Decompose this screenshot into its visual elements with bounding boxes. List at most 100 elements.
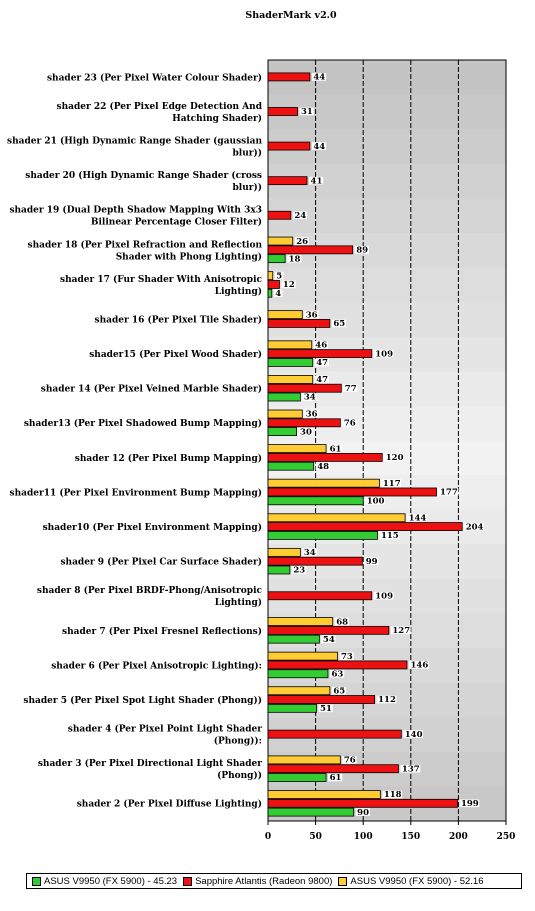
- bar: [267, 349, 373, 359]
- category-label: shader 17 (Fur Shader With Anisotropic Li…: [60, 274, 263, 297]
- legend-label: ASUS V9950 (FX 5900) - 45.23: [44, 875, 178, 887]
- data-label: 5: [276, 271, 282, 281]
- data-label-bg: [328, 444, 343, 453]
- data-label-bg: [381, 479, 402, 487]
- data-label: 44: [313, 142, 325, 152]
- plot-band: [268, 198, 506, 234]
- data-label: 36: [306, 310, 318, 320]
- bar: [267, 245, 354, 255]
- bar: [267, 72, 311, 82]
- x-tick-label: 150: [401, 832, 420, 842]
- bar: [267, 141, 311, 151]
- bars: [267, 72, 463, 817]
- category-label: shader 6 (Per Pixel Anisotropic Lighting…: [51, 660, 262, 671]
- data-label-bg: [287, 254, 302, 263]
- bar: [267, 319, 331, 328]
- bar: [267, 478, 380, 488]
- legend-label: ASUS V9950 (FX 5900) - 52.16: [350, 875, 484, 887]
- data-label: 47: [316, 358, 328, 368]
- data-label-bg: [299, 107, 314, 116]
- bar: [267, 452, 383, 462]
- data-label: 47: [316, 375, 328, 385]
- data-label-bg: [304, 410, 319, 418]
- bar: [267, 807, 355, 817]
- legend-item: ASUS V9950 (FX 5900) - 45.23: [32, 876, 177, 887]
- bar: [267, 383, 342, 393]
- category-label: shader 7 (Per Pixel Fresnel Reflections): [62, 626, 262, 637]
- plot-band: [268, 163, 506, 199]
- data-label-bg: [373, 349, 394, 358]
- data-label: 109: [375, 349, 393, 359]
- data-label: 99: [366, 557, 378, 567]
- bar: [267, 651, 338, 661]
- legend-swatch: [183, 876, 193, 886]
- data-label: 90: [357, 808, 369, 818]
- category-label: shader 4 (Per Pixel Point Light Shader (P…: [68, 724, 262, 747]
- data-label: 76: [344, 756, 356, 766]
- data-label: 44: [313, 73, 325, 83]
- data-label: 144: [409, 513, 427, 523]
- data-label-bg: [291, 566, 307, 574]
- bar: [267, 513, 406, 523]
- bar: [267, 798, 458, 808]
- x-axis: 0 50 100 150 200 250: [265, 821, 515, 842]
- bar: [267, 530, 378, 540]
- data-label: 68: [336, 617, 348, 627]
- data-label: 48: [317, 462, 329, 472]
- data-label-bg: [355, 808, 370, 816]
- data-label-bg: [309, 176, 324, 185]
- bar: [267, 358, 314, 367]
- category-label: shader11 (Per Pixel Environment Bump Map…: [10, 487, 263, 498]
- bar: [267, 764, 399, 774]
- data-label: 73: [341, 652, 353, 662]
- bar: [267, 340, 313, 350]
- bar: [267, 660, 408, 670]
- legend-label: Sapphire Atlantis (Radeon 9800): [195, 875, 333, 887]
- data-label: 30: [300, 427, 312, 437]
- data-label: 4: [275, 289, 281, 299]
- bar: [267, 427, 297, 437]
- data-label-bg: [311, 142, 327, 150]
- data-label-bg: [331, 686, 347, 695]
- data-label-bg: [400, 764, 421, 773]
- data-label-bg: [464, 522, 485, 531]
- data-label-bg: [315, 462, 330, 470]
- data-label: 117: [383, 479, 401, 489]
- data-label: 12: [283, 280, 295, 290]
- data-label: 77: [345, 384, 357, 394]
- data-label: 34: [304, 548, 316, 558]
- legend-item: Sapphire Atlantis (Radeon 9800): [183, 876, 332, 887]
- bar: [267, 695, 376, 704]
- data-label-bg: [329, 669, 345, 678]
- data-label-bg: [343, 384, 358, 393]
- data-label-bg: [314, 375, 329, 384]
- data-label-bg: [382, 790, 403, 799]
- bar: [267, 591, 373, 601]
- data-label: 46: [315, 341, 327, 351]
- data-label-bg: [292, 211, 308, 220]
- chart-title: ShaderMark v2.0: [245, 10, 337, 21]
- bar: [267, 444, 327, 453]
- category-label: shader 5 (Per Pixel Spot Light Shader (P…: [23, 695, 262, 706]
- category-label: shader 8 (Per Pixel BRDF-Phong/Anisotrop…: [37, 585, 263, 608]
- data-label-bg: [342, 756, 357, 764]
- category-label: shader 9 (Per Pixel Car Surface Shader): [60, 557, 262, 568]
- data-label-bg: [281, 280, 296, 289]
- bar: [267, 375, 314, 384]
- legend-swatch: [338, 876, 348, 886]
- data-label: 146: [410, 661, 428, 671]
- data-label: 118: [384, 790, 402, 800]
- bar: [267, 271, 274, 281]
- data-label: 34: [304, 393, 316, 403]
- data-label: 100: [367, 496, 385, 506]
- bar: [267, 565, 291, 575]
- data-label: 18: [289, 254, 301, 264]
- data-label: 115: [381, 531, 399, 541]
- data-label-bg: [408, 661, 429, 669]
- data-label-bg: [298, 427, 313, 436]
- data-label-bg: [379, 531, 400, 540]
- bar: [267, 703, 317, 713]
- data-label-bg: [364, 557, 379, 565]
- data-label-bg: [314, 358, 329, 367]
